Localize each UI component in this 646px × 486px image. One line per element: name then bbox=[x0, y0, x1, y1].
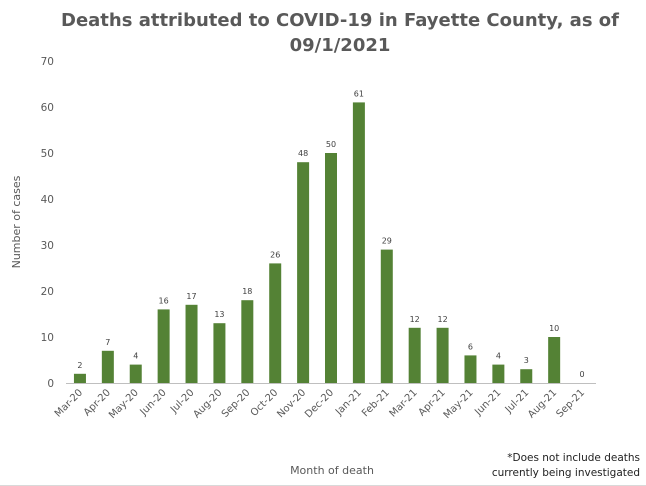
bar-apr-20 bbox=[101, 350, 114, 383]
y-tick-label: 30 bbox=[41, 240, 54, 252]
data-label: 16 bbox=[159, 296, 169, 305]
bar-feb-21 bbox=[380, 249, 393, 383]
bar-mar-21 bbox=[408, 327, 421, 383]
bar-aug-21 bbox=[548, 337, 561, 383]
footnote: *Does not include deaths currently being… bbox=[492, 451, 640, 481]
data-label: 0 bbox=[580, 370, 585, 379]
y-tick-label: 40 bbox=[41, 194, 54, 206]
x-tick-label: Jun-20 bbox=[138, 387, 169, 418]
x-tick-label: Sep-21 bbox=[555, 387, 588, 420]
data-label: 12 bbox=[437, 315, 447, 324]
x-tick-label: May-21 bbox=[442, 387, 476, 421]
bar-jan-21 bbox=[352, 102, 365, 384]
x-tick-label: Mar-21 bbox=[388, 387, 420, 419]
bar-sep-20 bbox=[241, 300, 254, 383]
bar-jul-20 bbox=[185, 304, 198, 383]
data-label: 10 bbox=[549, 324, 559, 333]
bar-mar-20 bbox=[73, 373, 86, 383]
x-tick-label: Sep-20 bbox=[220, 387, 253, 420]
x-tick-label: Aug-20 bbox=[191, 387, 224, 420]
footnote-line-2: currently being investigated bbox=[491, 467, 640, 479]
bar-oct-20 bbox=[269, 263, 282, 383]
bar-jun-21 bbox=[492, 364, 505, 383]
bar-apr-21 bbox=[436, 327, 449, 383]
data-label: 18 bbox=[242, 287, 252, 296]
data-label: 3 bbox=[524, 356, 529, 365]
x-tick-label: Feb-21 bbox=[360, 387, 392, 419]
bar-series bbox=[73, 102, 561, 384]
data-label: 6 bbox=[468, 342, 473, 351]
x-tick-label: Mar-20 bbox=[53, 387, 85, 419]
y-tick-label: 70 bbox=[41, 56, 54, 68]
data-labels: 2 7 4 16 17 13 18 26 48 50 61 29 12 12 6 4 3 10 0 bbox=[77, 89, 584, 379]
data-label: 12 bbox=[410, 315, 420, 324]
x-tick-label: Nov-20 bbox=[275, 387, 308, 420]
data-label: 13 bbox=[214, 310, 224, 319]
bar-may-20 bbox=[129, 364, 142, 383]
bar-jun-20 bbox=[157, 309, 170, 383]
y-tick-label: 60 bbox=[41, 102, 54, 114]
x-tick-label: Jun-21 bbox=[472, 387, 503, 418]
x-tick-label: Aug-21 bbox=[526, 387, 559, 420]
y-tick-label: 0 bbox=[47, 378, 54, 390]
y-axis: 0 10 20 30 40 50 60 70 bbox=[41, 56, 54, 390]
data-label: 4 bbox=[496, 352, 501, 361]
data-label: 48 bbox=[298, 149, 308, 158]
y-axis-title: Number of cases bbox=[10, 175, 23, 268]
data-label: 26 bbox=[270, 250, 280, 259]
y-tick-label: 50 bbox=[41, 148, 54, 160]
y-tick-label: 10 bbox=[41, 332, 54, 344]
bar-nov-20 bbox=[297, 162, 310, 383]
footnote-line-1: *Does not include deaths bbox=[507, 452, 640, 464]
x-axis-title: Month of death bbox=[290, 464, 374, 477]
data-label: 2 bbox=[77, 361, 82, 370]
data-label: 7 bbox=[105, 338, 110, 347]
data-label: 50 bbox=[326, 140, 336, 149]
bar-jul-21 bbox=[520, 369, 533, 383]
bar-may-21 bbox=[464, 355, 477, 383]
y-tick-label: 20 bbox=[41, 286, 54, 298]
bar-dec-20 bbox=[325, 153, 337, 383]
data-label: 4 bbox=[133, 352, 138, 361]
x-tick-label: Jan-21 bbox=[333, 387, 364, 418]
bar-aug-20 bbox=[213, 323, 226, 383]
data-label: 29 bbox=[382, 237, 392, 246]
data-label: 61 bbox=[354, 89, 364, 98]
x-tick-label: Dec-20 bbox=[303, 387, 336, 420]
data-label: 17 bbox=[186, 292, 196, 301]
x-tick-label: May-20 bbox=[107, 387, 141, 421]
chart-title: Deaths attributed to COVID-19 in Fayette… bbox=[61, 10, 619, 56]
